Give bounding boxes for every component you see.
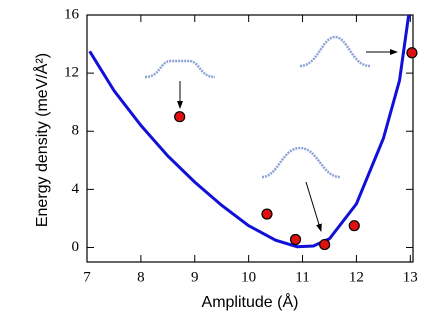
y-tick-label: 0 [72,239,80,255]
y-tick-label: 4 [72,181,80,197]
x-tick-label: 8 [137,269,145,285]
arrows [177,49,398,232]
point [174,111,186,123]
x-tick-label: 12 [349,269,364,285]
x-tick-label: 11 [295,269,309,285]
y-tick-label: 8 [72,123,80,139]
x-tick-label: 13 [403,269,418,285]
y-axis-label: Energy density (meV/Å²) [32,53,51,227]
x-tick-label: 10 [241,269,256,285]
insets [144,35,371,179]
gauss-bump [299,35,371,68]
arrow [305,181,322,232]
y-tick-label: 16 [64,6,80,22]
x-axis-label: Amplitude (Å) [202,292,299,311]
y-tick-label: 12 [64,65,79,81]
mid-bump [261,146,341,179]
plot-frame [86,14,414,263]
curve [88,14,411,249]
x-tick-label: 9 [191,269,199,285]
point [319,238,331,251]
flat-bump [144,59,216,79]
point [348,220,360,232]
point [261,208,273,220]
x-tick-label: 7 [83,269,91,285]
point [406,47,418,59]
point [289,233,302,246]
